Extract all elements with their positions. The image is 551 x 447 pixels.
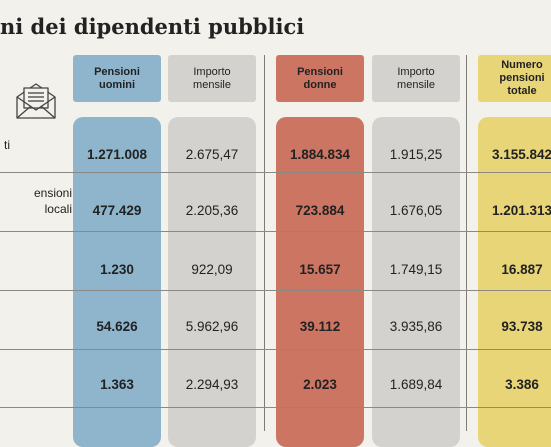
column-divider: [264, 55, 265, 431]
cell-numero-pensioni-totale: 93.738: [501, 319, 543, 334]
cell-pensioni-donne: 39.112: [299, 319, 341, 334]
cell-numero-pensioni-totale: 3.386: [505, 377, 539, 392]
cell-pensioni-donne: 2.023: [303, 377, 337, 392]
header-numero-pensioni-totale: Numero pensioni totale: [478, 55, 551, 102]
cell-numero-pensioni-totale: 16.887: [501, 262, 543, 277]
cell-pensioni-donne: 1.884.834: [289, 147, 351, 162]
cell-importo-mensile: 2.675,47: [185, 147, 239, 162]
cell-pensioni-uomini: 1.363: [100, 377, 134, 392]
cell-importo-mensile: 1.915,25: [389, 147, 443, 162]
cell-pensioni-uomini: 477.429: [92, 203, 142, 218]
column-divider: [466, 55, 467, 431]
row-divider: [0, 290, 551, 291]
header-importo-mensile: Importo mensile: [372, 55, 460, 102]
column-numero-pensioni-totale: [478, 117, 551, 447]
cell-pensioni-donne: 15.657: [299, 262, 341, 277]
header-pensioni-donne: Pensioni donne: [276, 55, 364, 102]
row-divider: [0, 172, 551, 173]
cell-importo-mensile: 3.935,86: [389, 319, 443, 334]
cell-importo-mensile: 1.749,15: [389, 262, 443, 277]
cell-pensioni-uomini: 54.626: [96, 319, 138, 334]
cell-numero-pensioni-totale: 3.155.842: [491, 147, 551, 162]
cell-numero-pensioni-totale: 1.201.313: [491, 203, 551, 218]
cell-importo-mensile: 1.689,84: [389, 377, 443, 392]
cell-importo-mensile: 922,09: [191, 262, 233, 277]
cell-importo-mensile: 5.962,96: [185, 319, 239, 334]
row-divider: [0, 407, 551, 408]
row-divider: [0, 349, 551, 350]
header-pensioni-uomini: Pensioni uomini: [73, 55, 161, 102]
row-label: ensioni locali: [33, 186, 72, 216]
cell-importo-mensile: 2.205,36: [185, 203, 239, 218]
cell-pensioni-uomini: 1.271.008: [86, 147, 148, 162]
column-pensioni-donne: [276, 117, 364, 447]
cell-pensioni-donne: 723.884: [295, 203, 345, 218]
row-divider: [0, 231, 551, 232]
column-importo-mensile-uomini: [168, 117, 256, 447]
column-importo-mensile-donne: [372, 117, 460, 447]
cell-pensioni-uomini: 1.230: [100, 262, 134, 277]
page-title: ni dei dipendenti pubblici: [0, 14, 305, 39]
column-pensioni-uomini: [73, 117, 161, 447]
cell-importo-mensile: 2.294,93: [185, 377, 239, 392]
cell-importo-mensile: 1.676,05: [389, 203, 443, 218]
header-importo-mensile: Importo mensile: [168, 55, 256, 102]
envelope-document-icon: [16, 83, 56, 119]
row-label: ti: [4, 138, 10, 152]
